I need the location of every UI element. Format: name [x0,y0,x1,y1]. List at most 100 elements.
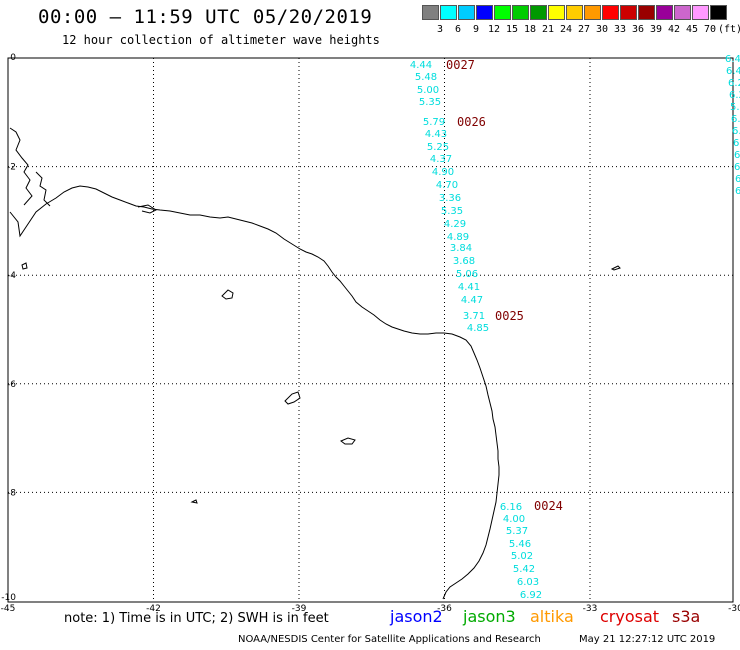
time-marker-label: 0025 [495,309,524,323]
swh-value-label: 3.71 [463,311,485,322]
swh-value-label: 3.36 [439,193,461,204]
swh-value-label: 5.37 [506,526,528,537]
latitude-tick-label: -10 [1,593,16,603]
satellite-label-altika: altika [530,607,574,626]
swh-value-label: 4.89 [447,232,469,243]
longitude-tick-label: -30 [728,604,740,614]
swh-value-label: 4.41 [458,282,480,293]
swh-value-label: 4.29 [444,219,466,230]
swh-value-label: 6.16 [500,502,522,513]
swh-value-label: 3.68 [453,256,475,267]
time-marker-label: 0027 [446,58,475,72]
footer-timestamp: May 21 12:27:12 UTC 2019 [579,634,716,645]
legend-label: 45 [685,24,699,35]
swh-value-label: 4.70 [436,180,458,191]
swh-value-label: 4.85 [467,323,489,334]
legend-swatch [422,5,439,20]
legend-swatch [566,5,583,20]
swh-value-label: 6. [734,150,740,161]
legend-label: 18 [523,24,537,35]
swh-value-label: 6.92 [520,590,542,601]
swh-value-label: 6. [732,126,740,137]
legend-swatch [476,5,493,20]
legend-label: 9 [472,24,480,35]
longitude-tick-label: -36 [437,604,452,614]
swh-value-label: 6. [735,174,740,185]
swh-value-label: 3.84 [450,243,472,254]
swh-value-label: 6. [733,138,740,149]
swh-value-label: 5.02 [511,551,533,562]
legend-swatch [656,5,673,20]
legend-swatch [638,5,655,20]
swh-value-label: 6.2 [728,78,740,89]
swh-value-label: 4.37 [430,154,452,165]
units-note: note: 1) Time is in UTC; 2) SWH is in fe… [64,611,329,626]
latitude-tick-label: -2 [7,163,16,173]
satellite-label-jason3: jason3 [463,607,516,626]
legend-label: (ft) [718,24,740,35]
legend-label: 24 [559,24,573,35]
legend-label: 33 [613,24,627,35]
legend-label: 42 [667,24,681,35]
legend-swatch [584,5,601,20]
map-frame [7,57,734,603]
swh-value-label: 6.4 [726,66,740,77]
swh-value-label: 5.25 [427,142,449,153]
longitude-tick-label: -42 [146,604,161,614]
latitude-tick-label: -6 [7,380,16,390]
swh-value-label: 5.42 [513,564,535,575]
swh-value-label: 5.46 [509,539,531,550]
swh-value-label: 5. [730,102,740,113]
legend-label: 12 [487,24,501,35]
track-labels: 4.445.485.005.355.794.435.254.374.904.70… [410,54,740,601]
satellite-label-cryosat: cryosat [600,607,660,626]
swh-value-label: 5.79 [423,117,445,128]
legend-swatch [674,5,691,20]
swh-value-label: 4.90 [432,167,454,178]
map-grid [8,58,733,602]
longitude-tick-label: -39 [292,604,307,614]
islands [21,262,621,504]
swh-value-label: 6. [731,114,740,125]
legend-swatch [620,5,637,20]
legend-label: 36 [631,24,645,35]
latitude-tick-label: -4 [7,271,16,281]
axis-ticks: -45 -42 -39 -36 -33 -30 0 -2 -4 -6 -8 -10 [1,53,740,614]
map-subtitle: 12 hour collection of altimeter wave hei… [62,33,380,47]
legend-label: 3 [436,24,444,35]
legend-swatch [692,5,709,20]
legend-swatch [458,5,475,20]
swh-value-label: 4.00 [503,514,525,525]
legend-label: 30 [595,24,609,35]
satellite-label-s3a: s3a [672,607,701,626]
legend-label: 6 [454,24,462,35]
satellite-label-jason2: jason2 [390,607,443,626]
legend-label: 21 [541,24,555,35]
swh-value-label: 5.06 [456,269,478,280]
map-title: 00:00 — 11:59 UTC 05/20/2019 [38,6,373,28]
swh-value-label: 6.03 [517,577,539,588]
legend-swatch [710,5,727,20]
swh-value-label: 5.35 [419,97,441,108]
legend-swatch [512,5,529,20]
swh-value-label: 6.2 [729,90,740,101]
legend-label: 39 [649,24,663,35]
footer-credit: NOAA/NESDIS Center for Satellite Applica… [238,634,541,645]
legend-label: 27 [577,24,591,35]
time-marker-label: 0024 [534,499,563,513]
longitude-tick-label: -45 [1,604,16,614]
swh-value-label: 6.4 [725,54,740,65]
coastline-fragments [9,127,158,214]
latitude-tick-label: 0 [10,53,16,63]
swh-value-label: 6. [735,186,740,197]
swh-value-label: 5.35 [441,206,463,217]
legend-label: 15 [505,24,519,35]
legend-label: 70 [703,24,717,35]
longitude-tick-label: -33 [583,604,598,614]
latitude-tick-label: -8 [7,488,16,498]
swh-value-label: 4.44 [410,60,432,71]
swh-value-label: 6. [734,162,740,173]
legend-swatch [440,5,457,20]
legend-swatch [530,5,547,20]
